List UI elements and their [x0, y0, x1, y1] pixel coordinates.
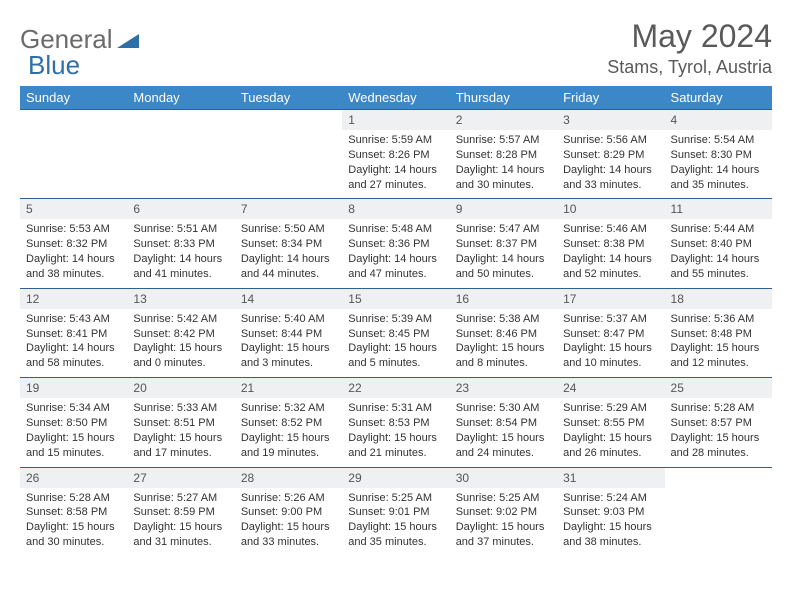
day-detail-cell: Sunrise: 5:30 AMSunset: 8:54 PMDaylight:…	[450, 398, 557, 467]
day-detail-cell: Sunrise: 5:47 AMSunset: 8:37 PMDaylight:…	[450, 219, 557, 288]
day-number-cell: 20	[127, 378, 234, 399]
day-header: Tuesday	[235, 86, 342, 110]
day-number-cell	[20, 110, 127, 131]
day-detail-cell: Sunrise: 5:32 AMSunset: 8:52 PMDaylight:…	[235, 398, 342, 467]
day-number-cell	[235, 110, 342, 131]
day-detail-cell: Sunrise: 5:46 AMSunset: 8:38 PMDaylight:…	[557, 219, 664, 288]
day-header: Sunday	[20, 86, 127, 110]
day-detail-cell: Sunrise: 5:36 AMSunset: 8:48 PMDaylight:…	[665, 309, 772, 378]
day-header: Thursday	[450, 86, 557, 110]
day-number-cell: 16	[450, 288, 557, 309]
day-number-cell: 22	[342, 378, 449, 399]
day-number-cell: 19	[20, 378, 127, 399]
day-detail-cell: Sunrise: 5:42 AMSunset: 8:42 PMDaylight:…	[127, 309, 234, 378]
title-block: May 2024 Stams, Tyrol, Austria	[607, 18, 772, 78]
day-number-cell: 9	[450, 199, 557, 220]
day-detail-cell: Sunrise: 5:25 AMSunset: 9:02 PMDaylight:…	[450, 488, 557, 556]
day-detail-cell: Sunrise: 5:48 AMSunset: 8:36 PMDaylight:…	[342, 219, 449, 288]
day-detail-cell: Sunrise: 5:28 AMSunset: 8:58 PMDaylight:…	[20, 488, 127, 556]
day-detail-cell: Sunrise: 5:39 AMSunset: 8:45 PMDaylight:…	[342, 309, 449, 378]
day-detail-cell: Sunrise: 5:25 AMSunset: 9:01 PMDaylight:…	[342, 488, 449, 556]
calendar-body: 1234Sunrise: 5:59 AMSunset: 8:26 PMDayli…	[20, 110, 772, 556]
day-header: Wednesday	[342, 86, 449, 110]
day-detail-cell: Sunrise: 5:28 AMSunset: 8:57 PMDaylight:…	[665, 398, 772, 467]
day-number-cell: 21	[235, 378, 342, 399]
day-number-cell: 30	[450, 467, 557, 488]
day-detail-cell	[20, 130, 127, 199]
day-number-cell: 29	[342, 467, 449, 488]
day-number-cell: 1	[342, 110, 449, 131]
logo-triangle-icon	[117, 32, 139, 53]
day-number-cell: 4	[665, 110, 772, 131]
day-detail-cell: Sunrise: 5:59 AMSunset: 8:26 PMDaylight:…	[342, 130, 449, 199]
day-detail-cell: Sunrise: 5:51 AMSunset: 8:33 PMDaylight:…	[127, 219, 234, 288]
day-number-cell: 17	[557, 288, 664, 309]
day-detail-cell: Sunrise: 5:31 AMSunset: 8:53 PMDaylight:…	[342, 398, 449, 467]
location: Stams, Tyrol, Austria	[607, 57, 772, 78]
day-detail-cell: Sunrise: 5:26 AMSunset: 9:00 PMDaylight:…	[235, 488, 342, 556]
day-number-cell	[127, 110, 234, 131]
day-number-cell: 12	[20, 288, 127, 309]
day-number-cell: 5	[20, 199, 127, 220]
day-number-cell: 3	[557, 110, 664, 131]
day-number-cell: 28	[235, 467, 342, 488]
day-number-cell: 6	[127, 199, 234, 220]
day-detail-cell: Sunrise: 5:34 AMSunset: 8:50 PMDaylight:…	[20, 398, 127, 467]
day-number-cell: 13	[127, 288, 234, 309]
month-title: May 2024	[607, 18, 772, 55]
day-detail-cell: Sunrise: 5:38 AMSunset: 8:46 PMDaylight:…	[450, 309, 557, 378]
day-detail-cell: Sunrise: 5:29 AMSunset: 8:55 PMDaylight:…	[557, 398, 664, 467]
day-number-cell: 8	[342, 199, 449, 220]
day-detail-cell: Sunrise: 5:27 AMSunset: 8:59 PMDaylight:…	[127, 488, 234, 556]
day-number-cell: 23	[450, 378, 557, 399]
day-detail-cell: Sunrise: 5:53 AMSunset: 8:32 PMDaylight:…	[20, 219, 127, 288]
day-number-cell: 26	[20, 467, 127, 488]
day-detail-cell	[127, 130, 234, 199]
day-number-cell: 31	[557, 467, 664, 488]
calendar-table: SundayMondayTuesdayWednesdayThursdayFrid…	[20, 86, 772, 556]
day-header: Saturday	[665, 86, 772, 110]
calendar-head: SundayMondayTuesdayWednesdayThursdayFrid…	[20, 86, 772, 110]
day-detail-cell: Sunrise: 5:40 AMSunset: 8:44 PMDaylight:…	[235, 309, 342, 378]
day-number-cell: 11	[665, 199, 772, 220]
day-header: Friday	[557, 86, 664, 110]
day-detail-cell: Sunrise: 5:33 AMSunset: 8:51 PMDaylight:…	[127, 398, 234, 467]
header: General May 2024 Stams, Tyrol, Austria	[20, 18, 772, 78]
day-detail-cell: Sunrise: 5:37 AMSunset: 8:47 PMDaylight:…	[557, 309, 664, 378]
day-detail-cell	[235, 130, 342, 199]
day-detail-cell	[665, 488, 772, 556]
day-number-cell: 18	[665, 288, 772, 309]
day-number-cell: 15	[342, 288, 449, 309]
day-number-cell: 24	[557, 378, 664, 399]
day-header: Monday	[127, 86, 234, 110]
day-number-cell	[665, 467, 772, 488]
day-number-cell: 25	[665, 378, 772, 399]
day-detail-cell: Sunrise: 5:24 AMSunset: 9:03 PMDaylight:…	[557, 488, 664, 556]
day-number-cell: 10	[557, 199, 664, 220]
day-detail-cell: Sunrise: 5:50 AMSunset: 8:34 PMDaylight:…	[235, 219, 342, 288]
day-number-cell: 2	[450, 110, 557, 131]
day-detail-cell: Sunrise: 5:56 AMSunset: 8:29 PMDaylight:…	[557, 130, 664, 199]
day-detail-cell: Sunrise: 5:54 AMSunset: 8:30 PMDaylight:…	[665, 130, 772, 199]
day-number-cell: 14	[235, 288, 342, 309]
day-number-cell: 27	[127, 467, 234, 488]
day-detail-cell: Sunrise: 5:57 AMSunset: 8:28 PMDaylight:…	[450, 130, 557, 199]
day-detail-cell: Sunrise: 5:44 AMSunset: 8:40 PMDaylight:…	[665, 219, 772, 288]
day-number-cell: 7	[235, 199, 342, 220]
day-detail-cell: Sunrise: 5:43 AMSunset: 8:41 PMDaylight:…	[20, 309, 127, 378]
logo-text-blue: Blue	[28, 50, 80, 81]
